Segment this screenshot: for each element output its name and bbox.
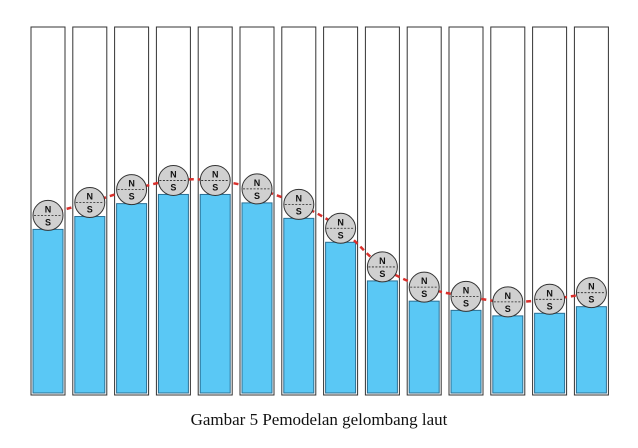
magnet-ball: NS xyxy=(408,271,440,303)
north-pole-label: N xyxy=(212,169,219,179)
north-pole-label: N xyxy=(588,282,595,292)
south-pole-label: S xyxy=(45,217,51,227)
water-column xyxy=(157,193,189,394)
water-column xyxy=(408,300,440,394)
magnet-ball: NS xyxy=(450,280,482,312)
magnet-ball: NS xyxy=(575,277,607,309)
south-pole-label: S xyxy=(505,304,511,314)
water-column xyxy=(492,315,524,394)
south-pole-label: S xyxy=(421,289,427,299)
north-pole-label: N xyxy=(463,285,470,295)
magnet-ball: NS xyxy=(157,164,189,196)
water-column xyxy=(534,312,566,394)
water-column xyxy=(325,241,357,394)
south-pole-label: S xyxy=(379,269,385,279)
north-pole-label: N xyxy=(170,169,177,179)
north-pole-label: N xyxy=(379,256,386,266)
water-column xyxy=(74,216,106,394)
north-pole-label: N xyxy=(505,291,512,301)
south-pole-label: S xyxy=(547,301,553,311)
water-column xyxy=(366,280,398,394)
north-pole-label: N xyxy=(337,217,344,227)
tubes-layer xyxy=(30,26,609,396)
south-pole-label: S xyxy=(212,182,218,192)
magnet-ball: NS xyxy=(74,187,106,219)
water-column xyxy=(575,306,607,394)
north-pole-label: N xyxy=(296,193,303,203)
north-pole-label: N xyxy=(546,288,553,298)
water-column xyxy=(199,193,231,394)
water-column xyxy=(32,228,64,394)
north-pole-label: N xyxy=(87,192,94,202)
magnet-ball: NS xyxy=(366,251,398,283)
south-pole-label: S xyxy=(588,295,594,305)
magnet-ball: NS xyxy=(283,188,315,220)
magnet-ball: NS xyxy=(534,283,566,315)
south-pole-label: S xyxy=(254,191,260,201)
south-pole-label: S xyxy=(129,192,135,202)
water-column xyxy=(283,217,315,394)
south-pole-label: S xyxy=(463,298,469,308)
north-pole-label: N xyxy=(128,179,135,189)
south-pole-label: S xyxy=(170,182,176,192)
magnet-ball: NS xyxy=(32,199,64,231)
magnet-ball: NS xyxy=(492,286,524,318)
water-column xyxy=(116,203,148,394)
south-pole-label: S xyxy=(296,206,302,216)
magnet-ball: NS xyxy=(325,212,357,244)
south-pole-label: S xyxy=(338,230,344,240)
water-column xyxy=(241,202,273,394)
magnet-ball: NS xyxy=(199,164,231,196)
north-pole-label: N xyxy=(254,178,261,188)
water-column xyxy=(450,309,482,394)
wave-curve xyxy=(40,178,602,304)
magnet-ball: NS xyxy=(116,174,148,206)
magnet-ball: NS xyxy=(241,173,273,205)
south-pole-label: S xyxy=(87,205,93,215)
figure-caption: Gambar 5 Pemodelan gelombang laut xyxy=(190,410,448,429)
north-pole-label: N xyxy=(45,204,52,214)
north-pole-label: N xyxy=(421,276,428,286)
